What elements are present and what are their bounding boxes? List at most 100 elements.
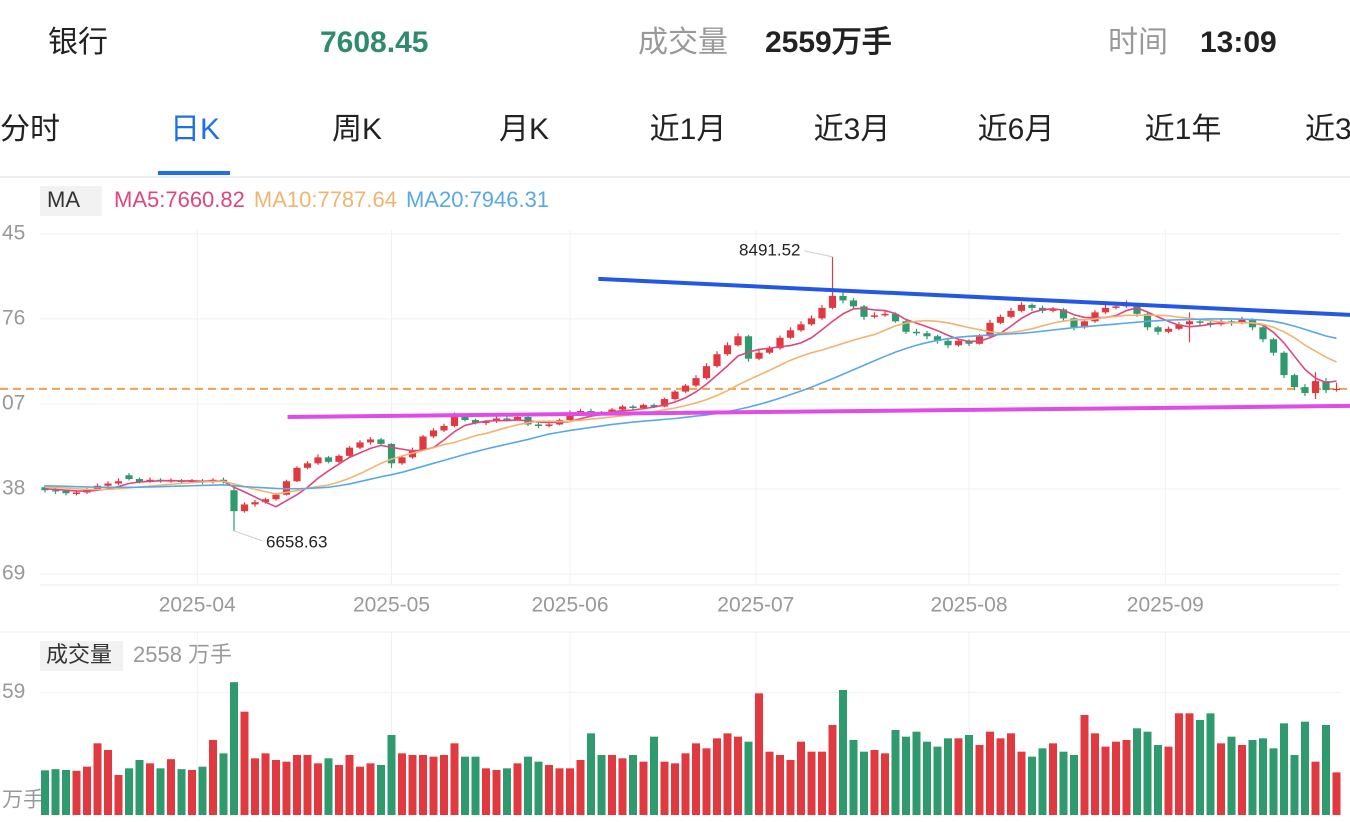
volume-bar	[335, 765, 343, 815]
candle-body	[1091, 312, 1099, 322]
volume-bar	[660, 761, 669, 815]
candle-body	[1185, 321, 1194, 325]
volume-bar	[1227, 736, 1236, 815]
tab[interactable]: 周K	[332, 113, 382, 146]
candle-body	[1070, 318, 1078, 328]
candle-body	[240, 504, 249, 512]
candle-body	[1007, 310, 1015, 317]
volume-bar	[1007, 733, 1015, 815]
candle-body	[104, 483, 112, 486]
volume-bar	[1101, 746, 1110, 815]
volume-bar	[240, 711, 249, 815]
volume-bar	[135, 760, 144, 815]
candle-body	[429, 430, 438, 437]
annotation-leader	[233, 530, 263, 542]
volume-bar	[1259, 738, 1267, 815]
tab[interactable]: 近1年	[1145, 113, 1222, 146]
volume-value: 2558 万手	[133, 642, 232, 667]
candle-body	[366, 439, 375, 443]
ma-line	[44, 318, 1337, 490]
volume-bar	[776, 755, 784, 815]
volume-bar	[230, 682, 238, 815]
legend-entry: MA10:7787.64	[254, 187, 397, 212]
volume-bar	[860, 751, 868, 815]
stock-name: 银行	[48, 26, 108, 59]
volume-bar	[398, 753, 406, 815]
volume-bar	[377, 765, 385, 815]
volume-bar	[786, 760, 795, 815]
volume-bar	[1238, 745, 1246, 815]
candle-body	[650, 405, 658, 407]
candle-body	[965, 340, 973, 344]
ma-line	[44, 307, 1337, 508]
y-tick-label: 万手	[2, 789, 44, 812]
volume-bar	[167, 759, 175, 815]
volume-bar	[440, 755, 448, 815]
tab[interactable]: 分时	[0, 113, 60, 146]
candle-body	[135, 479, 144, 483]
volume-bar	[965, 735, 973, 815]
candle-body	[1259, 327, 1267, 340]
candle-body	[723, 345, 732, 355]
candle-body	[902, 321, 910, 332]
candle-body	[314, 457, 322, 464]
tab[interactable]: 近6月	[978, 113, 1055, 146]
ma-line	[44, 314, 1337, 495]
volume-bar	[219, 753, 228, 815]
volume-bar	[566, 768, 574, 815]
candle-body	[461, 415, 469, 420]
volume-bar	[933, 746, 942, 815]
volume-bar	[104, 750, 112, 815]
candle-body	[1196, 321, 1204, 323]
volume-bar	[671, 763, 679, 815]
candle-body	[629, 406, 637, 409]
volume-bar	[755, 693, 763, 815]
volume-bar	[618, 758, 627, 815]
candle-body	[1311, 381, 1320, 394]
volume-bar	[251, 758, 259, 815]
volume-bar	[723, 733, 732, 815]
volume-bar	[587, 733, 595, 815]
volume-bar	[891, 730, 900, 815]
candle-body	[692, 378, 700, 386]
volume-bar	[692, 743, 700, 815]
volume-bar	[1322, 725, 1330, 815]
candle-body	[450, 415, 459, 426]
x-tick-label: 2025-09	[1127, 594, 1204, 617]
volume-bar	[492, 770, 501, 815]
candle-body	[587, 411, 595, 413]
tab[interactable]: 近1月	[650, 113, 727, 146]
volume-bar	[1154, 745, 1162, 815]
volume-bar	[1122, 740, 1131, 815]
candle-body	[513, 416, 522, 420]
x-tick-label: 2025-08	[930, 594, 1007, 617]
candle-body	[1332, 388, 1341, 391]
candle-body	[345, 447, 354, 456]
volume-bar	[146, 763, 154, 815]
candle-body	[786, 330, 795, 338]
candle-body	[356, 442, 364, 448]
candle-body	[954, 340, 963, 346]
y-tick-label: 45	[2, 221, 25, 244]
x-tick-label: 2025-07	[717, 594, 794, 617]
candle-body	[1049, 309, 1057, 311]
candle-body	[1164, 328, 1173, 332]
tab[interactable]: 近3月	[814, 113, 891, 146]
volume-bar	[503, 768, 511, 815]
plot: 45 76 07 38 69 2025-04 2025-05 2025-06 2025-07 20…	[0, 221, 1350, 815]
candle-body	[1238, 319, 1246, 323]
volume: 2559万手	[765, 26, 892, 59]
candle-body	[1028, 304, 1036, 308]
volume-bar	[1248, 740, 1257, 815]
volume-bar	[209, 740, 217, 815]
volume-bar	[681, 753, 690, 815]
volume-bar	[986, 731, 994, 815]
volume-bar	[1028, 756, 1036, 815]
volume-bar	[597, 755, 606, 815]
tab[interactable]: 近3年	[1305, 113, 1350, 146]
tab[interactable]: 月K	[499, 113, 549, 146]
tab[interactable]: 日K	[170, 113, 220, 146]
candle-body	[1280, 352, 1288, 376]
candle-body	[702, 366, 711, 379]
candle-body	[251, 502, 259, 505]
